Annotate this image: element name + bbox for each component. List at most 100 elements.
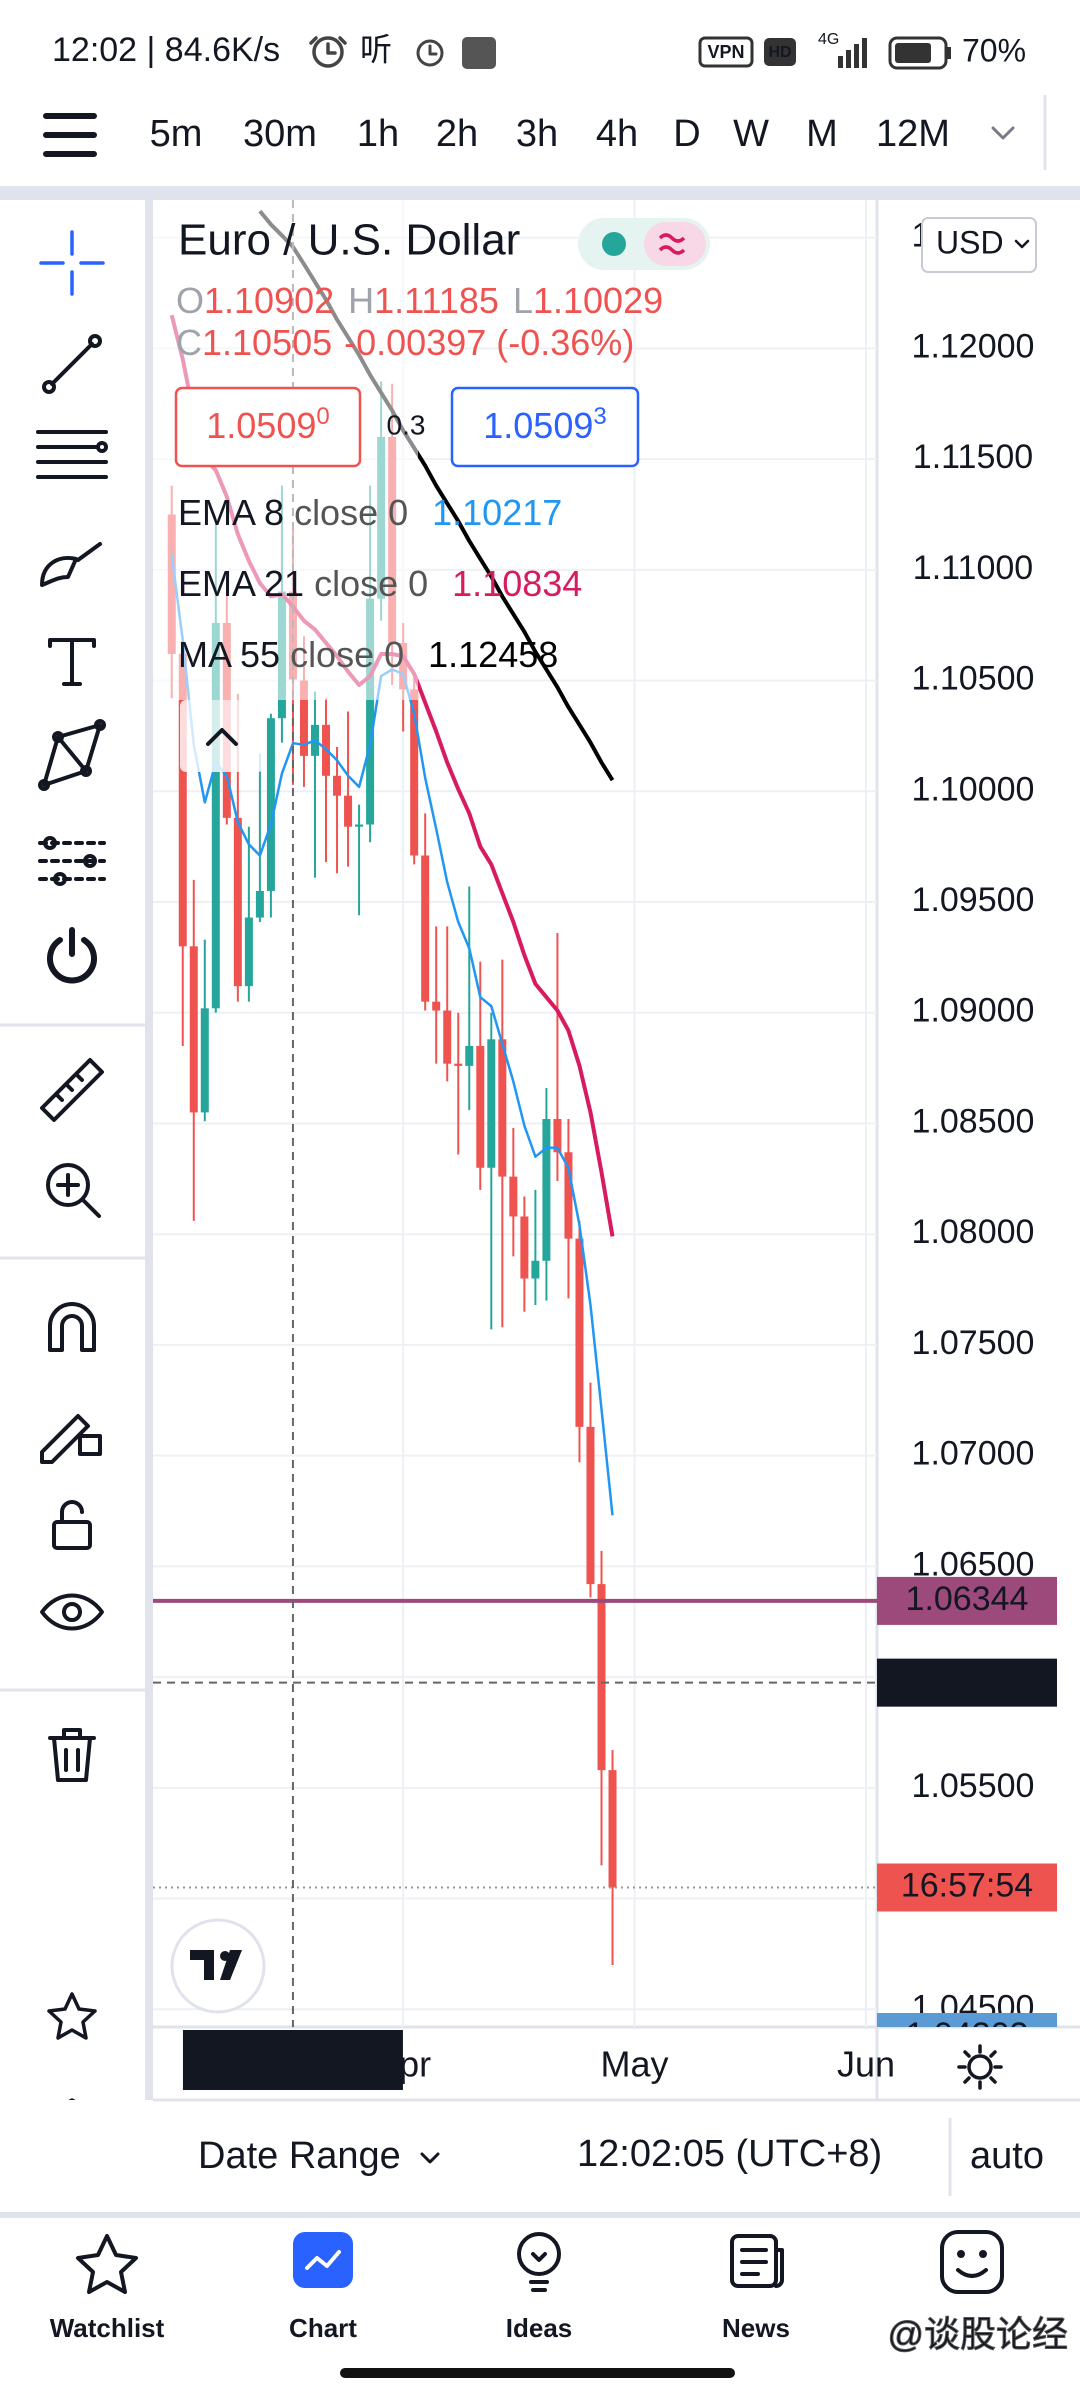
hd-label: HD — [768, 44, 791, 61]
remove-tool[interactable] — [47, 927, 97, 984]
signal-icon — [838, 38, 867, 68]
y-tick-label: 1.09500 — [912, 881, 1035, 919]
tradingview-logo[interactable] — [170, 1918, 266, 2014]
interval-button[interactable]: 30m — [243, 113, 317, 155]
nav-icon-part — [293, 2232, 353, 2288]
delete-tool[interactable] — [48, 1728, 96, 1782]
crosshair-tool[interactable] — [39, 230, 105, 296]
candle-body — [553, 1119, 562, 1153]
crosshair-price-tag — [877, 1658, 1057, 1707]
favorite-tool[interactable] — [47, 1992, 97, 2040]
brush-tool[interactable] — [40, 542, 102, 587]
symbol-title: Euro / U.S. Dollar — [178, 216, 520, 265]
watermark: @谈股论经 — [887, 2314, 1068, 2355]
candle-body — [509, 1176, 518, 1217]
prediction-tool[interactable] — [38, 836, 106, 886]
candle-body — [200, 1008, 209, 1113]
x-tick-label: Jun — [837, 2044, 895, 2085]
magnet-tool[interactable] — [48, 1302, 96, 1352]
indicator-value: 1.12458 — [428, 634, 558, 675]
nav-label[interactable]: Chart — [289, 2313, 357, 2343]
countdown-tag — [877, 1863, 1057, 1912]
price-axis: 1.125001.120001.115001.110001.105001.100… — [877, 217, 1057, 2054]
battery-tip — [947, 47, 951, 59]
text-tool[interactable] — [48, 638, 96, 686]
bottom-bar-left — [0, 2100, 145, 2212]
settings-button[interactable] — [957, 2044, 1003, 2090]
profile-icon[interactable] — [940, 2230, 1004, 2294]
auto-scale-button[interactable]: auto — [970, 2135, 1044, 2177]
interval-dropdown[interactable] — [991, 126, 1015, 140]
plot-area — [153, 200, 877, 2027]
wave-icon — [658, 233, 686, 255]
nav-label[interactable]: Ideas — [506, 2313, 573, 2343]
menu-button[interactable] — [43, 113, 97, 157]
nav-icon[interactable] — [517, 2232, 561, 2292]
ohlc-label: O — [176, 280, 204, 321]
battery-level — [895, 43, 931, 63]
candle-body — [432, 1001, 441, 1011]
clock-icon — [416, 39, 444, 67]
y-tick-label: 1.11000 — [913, 549, 1033, 587]
buy-price-main: 1.0509 — [483, 405, 593, 446]
zoom-tool[interactable] — [46, 1163, 101, 1218]
pattern-tool[interactable] — [38, 719, 106, 791]
candle-body — [255, 890, 264, 918]
y-tick-label: 1.07500 — [912, 1324, 1035, 1362]
candle-body — [476, 1045, 485, 1168]
indicator-name: EMA 8 — [178, 492, 284, 533]
interval-button[interactable]: M — [806, 113, 838, 155]
interval-button[interactable]: W — [733, 113, 769, 155]
candle-body — [233, 817, 242, 987]
price-line-tag-label: 1.06344 — [906, 1580, 1029, 1618]
ruler-tool[interactable] — [40, 1058, 104, 1122]
pinned-price-tag-label: 1.04303 — [906, 2016, 1029, 2054]
buy-price-pip: 3 — [593, 403, 606, 430]
y-tick-label: 1.08000 — [912, 1213, 1035, 1251]
nav-label[interactable]: Watchlist — [50, 2313, 165, 2343]
nav-icon-part — [730, 2234, 778, 2288]
y-tick-label: 1.11500 — [913, 438, 1033, 476]
indicator-name: MA 55 — [178, 634, 280, 675]
y-tick-label: 1.08500 — [912, 1102, 1035, 1140]
current-time: 12:02:05 (UTC+8) — [577, 2133, 882, 2175]
interval-button[interactable]: 5m — [150, 113, 203, 155]
interval-button[interactable]: 4h — [596, 113, 638, 155]
y-tick-label: 1.12000 — [912, 327, 1035, 365]
lock-drawing-tool[interactable] — [40, 1414, 102, 1464]
lock-tool[interactable] — [52, 1500, 92, 1550]
interval-button[interactable]: D — [673, 113, 700, 155]
nav-icon[interactable] — [730, 2234, 784, 2288]
visibility-tool[interactable] — [40, 1593, 104, 1631]
wave-badge — [644, 222, 706, 266]
candle-body — [586, 1426, 595, 1585]
candle-body — [487, 1039, 496, 1168]
collapse-legend-button[interactable] — [180, 700, 264, 772]
interval-button[interactable]: 1h — [357, 113, 399, 155]
change-percent: (-0.36%) — [496, 322, 634, 363]
bottom-nav: Watchlist Chart Ideas News — [50, 2232, 790, 2343]
vpn-label: VPN — [707, 42, 744, 62]
indicator-params: close 0 — [290, 634, 404, 675]
tradingview-logo-dot — [220, 1951, 230, 1961]
trend-line-tool[interactable] — [42, 334, 102, 394]
nav-icon-part — [740, 2248, 784, 2288]
interval-button[interactable]: 12M — [876, 113, 950, 155]
countdown-tag-label: 16:57:54 — [901, 1866, 1033, 1904]
nav-label[interactable]: News — [722, 2313, 790, 2343]
buy-button[interactable] — [450, 386, 640, 468]
date-range-button[interactable]: Date Range — [198, 2135, 401, 2177]
currency-button[interactable] — [921, 217, 1037, 273]
interval-button[interactable]: 3h — [516, 113, 558, 155]
nav-icon[interactable] — [293, 2232, 353, 2288]
y-tick-label: 1.10500 — [912, 660, 1035, 698]
candle-body — [211, 622, 220, 1009]
candle-body — [465, 1045, 474, 1066]
candle-body — [366, 598, 375, 825]
interval-button[interactable]: 2h — [436, 113, 478, 155]
fib-tool[interactable] — [36, 430, 108, 479]
candle-body — [564, 1152, 573, 1239]
sell-button[interactable] — [174, 386, 362, 468]
nav-icon[interactable] — [76, 2234, 138, 2294]
